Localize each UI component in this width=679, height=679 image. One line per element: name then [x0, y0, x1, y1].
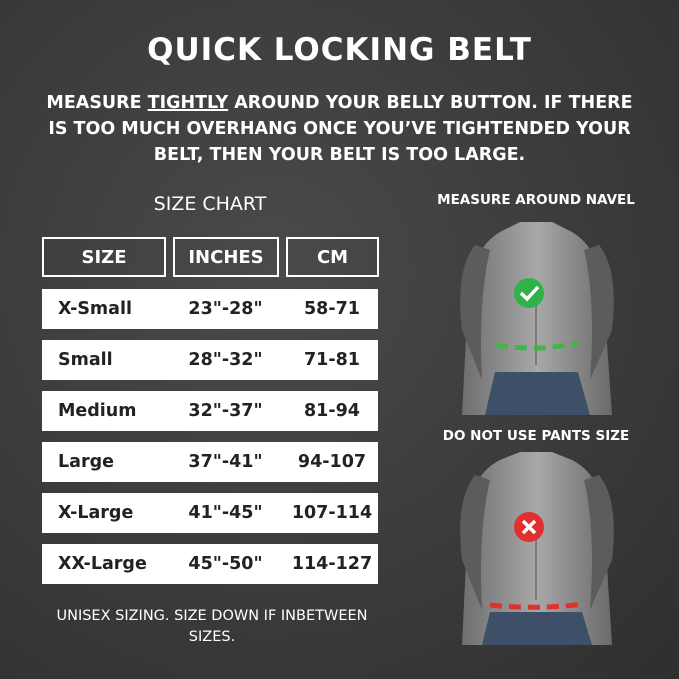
torso-correct: [460, 222, 614, 415]
size-row: Large 37"-41" 94-107: [42, 442, 378, 482]
size-row: X-Large 41"-45" 107-114: [42, 493, 378, 533]
size-cell: Medium: [58, 401, 137, 421]
size-cell: X-Large: [58, 503, 134, 523]
size-chart-title: SIZE CHART: [153, 193, 267, 215]
torso-incorrect: [460, 452, 614, 645]
column-header: SIZE: [42, 237, 166, 277]
inches-cell: 32"-37": [188, 401, 263, 421]
column-header: INCHES: [173, 237, 279, 277]
instruction-text: MEASURE: [46, 93, 142, 113]
size-row: X-Small 23"-28" 58-71: [42, 289, 378, 329]
size-row: Medium 32"-37" 81-94: [42, 391, 378, 431]
cm-cell: 114-127: [291, 554, 373, 574]
cm-cell: 71-81: [304, 350, 360, 370]
cm-cell: 94-107: [297, 452, 367, 472]
figure-label: DO NOT USE PANTS SIZE: [442, 428, 630, 444]
size-cell: Large: [58, 452, 114, 472]
size-cell: XX-Large: [58, 554, 147, 574]
title: QUICK LOCKING BELT: [147, 32, 532, 68]
inches-cell: 37"-41": [188, 452, 263, 472]
inches-cell: 23"-28": [188, 299, 263, 319]
inches-cell: 41"-45": [188, 503, 263, 523]
instruction-text: AROUND YOUR BELLY BUTTON. IF THERE IS TO…: [48, 93, 633, 165]
size-cell: X-Small: [58, 299, 132, 319]
column-header: CM: [286, 237, 379, 277]
inches-cell: 45"-50": [188, 554, 263, 574]
size-cell: Small: [58, 350, 113, 370]
instructions: MEASURE TIGHTLY AROUND YOUR BELLY BUTTON…: [40, 90, 639, 168]
figure-label: MEASURE AROUND NAVEL: [437, 192, 635, 208]
emphasis: TIGHTLY: [147, 93, 229, 113]
size-row: XX-Large 45"-50" 114-127: [42, 544, 378, 584]
cm-cell: 107-114: [291, 503, 373, 523]
sizing-note: UNISEX SIZING. SIZE DOWN IF INBETWEEN SI…: [56, 608, 368, 645]
cm-cell: 81-94: [304, 401, 360, 421]
size-row: Small 28"-32" 71-81: [42, 340, 378, 380]
cm-cell: 58-71: [304, 299, 360, 319]
inches-cell: 28"-32": [188, 350, 263, 370]
